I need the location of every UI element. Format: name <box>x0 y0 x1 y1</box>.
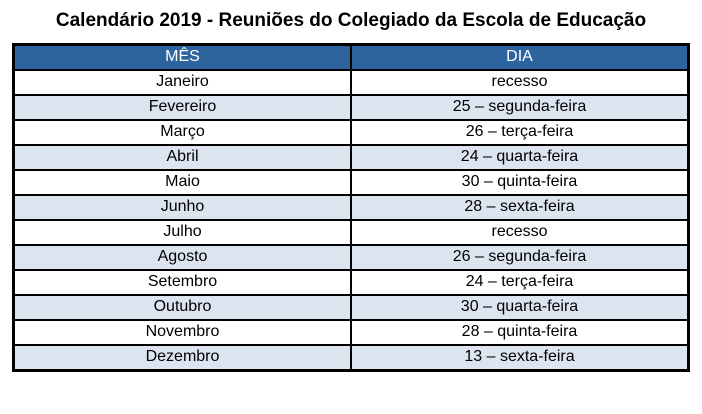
cell-mes: Novembro <box>12 318 352 346</box>
table-row: Fevereiro 25 – segunda-feira <box>12 93 690 121</box>
table-row: Outubro 30 – quarta-feira <box>12 293 690 321</box>
table-body: Janeiro recesso Fevereiro 25 – segunda-f… <box>12 68 690 372</box>
page-title: Calendário 2019 - Reuniões do Colegiado … <box>55 10 647 31</box>
cell-mes: Abril <box>12 143 352 171</box>
cell-mes: Setembro <box>12 268 352 296</box>
column-header-dia: DIA <box>350 43 690 71</box>
table-header: MÊS DIA <box>12 43 690 71</box>
table-row: Dezembro 13 – sexta-feira <box>12 343 690 372</box>
table-row: Novembro 28 – quinta-feira <box>12 318 690 346</box>
cell-mes: Março <box>12 118 352 146</box>
table-row: Janeiro recesso <box>12 68 690 96</box>
cell-dia: 28 – sexta-feira <box>350 193 690 221</box>
cell-dia: 26 – segunda-feira <box>350 243 690 271</box>
cell-dia: 26 – terça-feira <box>350 118 690 146</box>
table-row: Abril 24 – quarta-feira <box>12 143 690 171</box>
cell-dia: 24 – terça-feira <box>350 268 690 296</box>
cell-mes: Fevereiro <box>12 93 352 121</box>
cell-mes: Agosto <box>12 243 352 271</box>
cell-mes: Julho <box>12 218 352 246</box>
cell-dia: 28 – quinta-feira <box>350 318 690 346</box>
cell-dia: 30 – quinta-feira <box>350 168 690 196</box>
cell-mes: Janeiro <box>12 68 352 96</box>
table-row: Agosto 26 – segunda-feira <box>12 243 690 271</box>
cell-mes: Junho <box>12 193 352 221</box>
column-header-mes: MÊS <box>12 43 352 71</box>
cell-dia: 13 – sexta-feira <box>350 343 690 372</box>
calendar-table: MÊS DIA Janeiro recesso Fevereiro 25 – s… <box>12 42 690 372</box>
table-row: Março 26 – terça-feira <box>12 118 690 146</box>
cell-dia: recesso <box>350 68 690 96</box>
cell-mes: Maio <box>12 168 352 196</box>
cell-dia: recesso <box>350 218 690 246</box>
cell-mes: Outubro <box>12 293 352 321</box>
table-row: Maio 30 – quinta-feira <box>12 168 690 196</box>
table-row: Setembro 24 – terça-feira <box>12 268 690 296</box>
cell-dia: 24 – quarta-feira <box>350 143 690 171</box>
table-row: Julho recesso <box>12 218 690 246</box>
cell-dia: 30 – quarta-feira <box>350 293 690 321</box>
cell-mes: Dezembro <box>12 343 352 372</box>
table-row: Junho 28 – sexta-feira <box>12 193 690 221</box>
header-row: MÊS DIA <box>12 43 690 71</box>
cell-dia: 25 – segunda-feira <box>350 93 690 121</box>
